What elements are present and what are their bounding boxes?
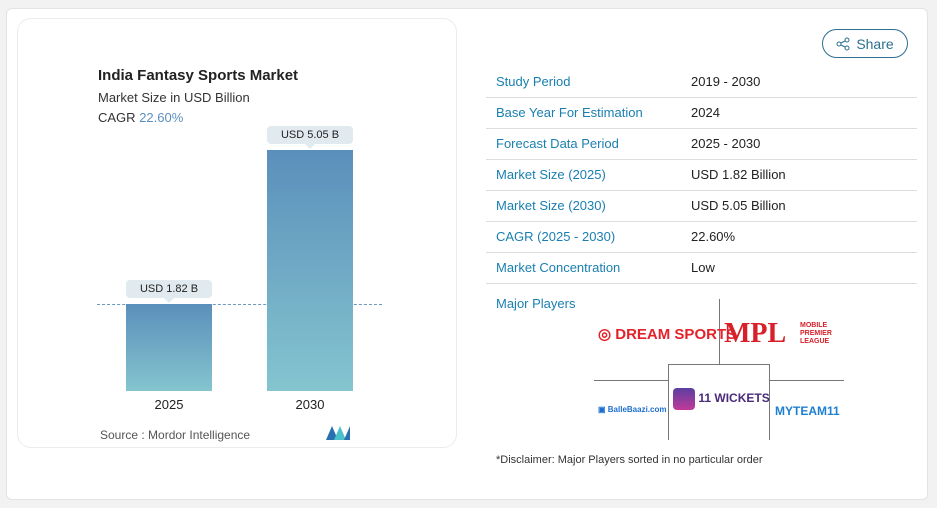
row-value: 2019 - 2030: [691, 74, 761, 89]
row-value: USD 5.05 Billion: [691, 198, 786, 213]
table-row: Market Concentration Low: [486, 253, 917, 284]
cagr-value: 22.60%: [139, 110, 184, 125]
row-key: Study Period: [496, 74, 571, 89]
row-key: Market Size (2030): [496, 198, 606, 213]
disclaimer: *Disclaimer: Major Players sorted in no …: [496, 454, 763, 466]
row-key: Market Size (2025): [496, 167, 606, 182]
source-text: Source : Mordor Intelligence: [100, 428, 251, 442]
table-row: Forecast Data Period 2025 - 2030: [486, 129, 917, 160]
share-icon: [836, 37, 850, 50]
row-value: 2025 - 2030: [691, 136, 761, 151]
table-row: CAGR (2025 - 2030) 22.60%: [486, 222, 917, 253]
row-value: 22.60%: [691, 229, 736, 244]
reference-line: [97, 304, 382, 305]
row-key: Base Year For Estimation: [496, 105, 643, 120]
row-value: 2024: [691, 105, 720, 120]
bar-2025: [126, 304, 212, 391]
table-row: Base Year For Estimation 2024: [486, 98, 917, 129]
cagr-label: CAGR: [98, 110, 136, 125]
row-key: CAGR (2025 - 2030): [496, 229, 616, 244]
row-value: Low: [691, 260, 715, 275]
data-label: USD 1.82 B: [126, 280, 212, 304]
table-row: Market Size (2025) USD 1.82 Billion: [486, 160, 917, 191]
table-row: Market Size (2030) USD 5.05 Billion: [486, 191, 917, 222]
row-value: USD 1.82 Billion: [691, 167, 786, 182]
chart-card: [17, 18, 457, 448]
x-tick-label: 2025: [154, 397, 184, 412]
logo-11wickets: 11 WICKETS: [673, 388, 770, 410]
logo-mpl-subtitle: MOBILE PREMIER LEAGUE: [800, 322, 832, 345]
chart-title: India Fantasy Sports Market: [98, 67, 299, 84]
row-key: Market Concentration: [496, 260, 621, 275]
logo-mpl: MPL: [724, 318, 787, 349]
chart-subtitle: Market Size in USD Billion: [98, 90, 250, 105]
logo-myteam11: MYTEAM11: [775, 404, 840, 418]
divider: [719, 299, 720, 369]
logo-ballebaazi: ▣ BalleBaazi.com: [598, 405, 667, 414]
bar-2030: [267, 150, 353, 391]
row-key: Forecast Data Period: [496, 136, 619, 151]
major-players-label: Major Players: [496, 296, 576, 311]
chart-cagr: CAGR 22.60%: [98, 110, 183, 125]
mordor-logo-icon: [326, 426, 350, 440]
logo-dream-sports: ◎ DREAM SPORTS: [598, 326, 737, 343]
share-button[interactable]: Share: [822, 29, 908, 58]
share-label: Share: [856, 35, 894, 52]
data-label: USD 5.05 B: [267, 126, 353, 150]
x-tick-label: 2030: [295, 397, 325, 412]
table-row: Study Period 2019 - 2030: [486, 67, 917, 98]
